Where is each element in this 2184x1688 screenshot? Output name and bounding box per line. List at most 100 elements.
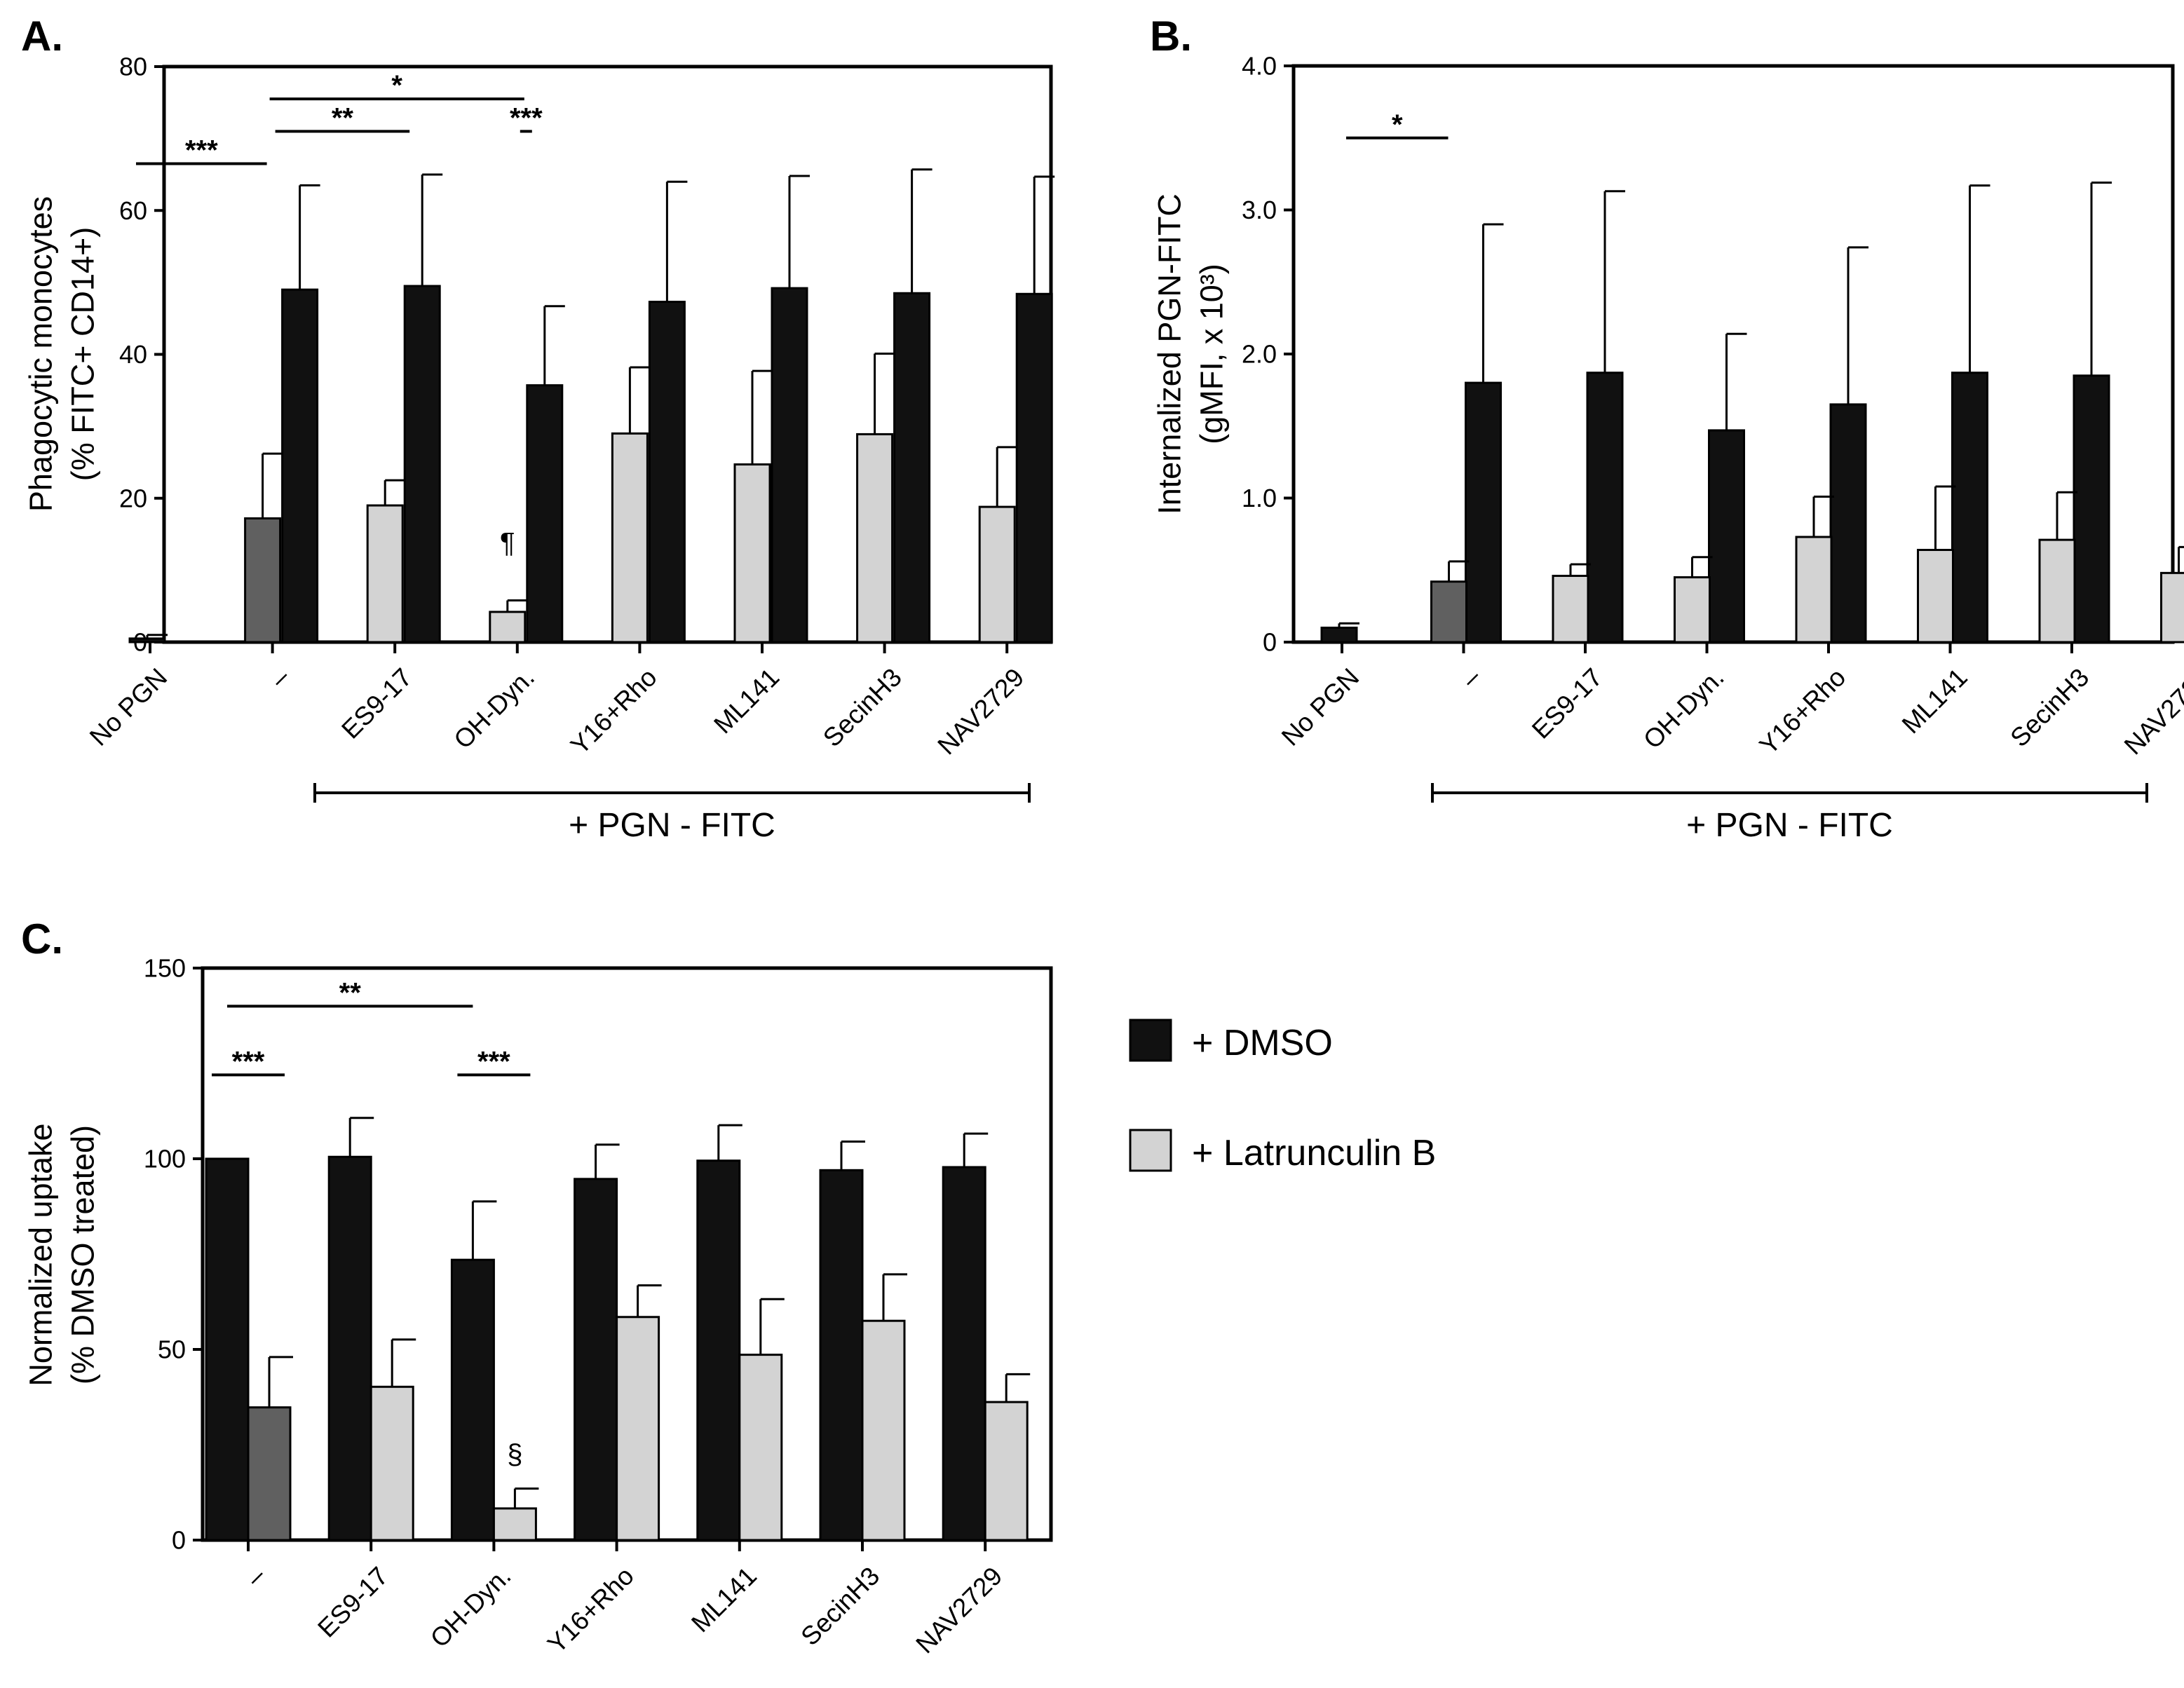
x-category-label: SecinH3 [818,662,907,752]
panel-c-chart: C. Normalized uptake (% DMSO treated) 0 50 10… [21,916,1053,1659]
dmso-bar [1586,372,1624,644]
latrunculin-bar [489,611,527,644]
latrunculin-bar [247,1406,292,1541]
latrunculin-bar [1430,580,1467,644]
dmso-bar [574,1178,618,1541]
latrunculin-bar [984,1401,1029,1541]
dmso-bar [696,1159,741,1541]
x-category-label: ES9-17 [1526,662,1608,744]
x-category-label: Y16+Rho [1754,662,1852,760]
latrunculin-bar [1674,576,1711,644]
y-tick-label: 80 [119,53,147,81]
y-tick-label: 2.0 [1242,340,1277,369]
y-tick-label: 0 [172,1526,186,1555]
latrunculin-bar [244,517,282,644]
annotation-symbol: ¶ [500,528,515,559]
significance-label: ** [339,977,362,1008]
latrunculin-bar [611,432,649,644]
y-axis-subtitle: (% FITC+ CD14+) [65,227,101,482]
latrunculin-bar [2160,571,2184,644]
y-tick-label: 20 [119,484,147,512]
y-tick-label: 40 [119,340,147,369]
x-category-label: NAV2729 [910,1561,1008,1659]
latrunculin-bar [369,1385,414,1541]
dmso-bar [205,1157,250,1541]
dmso-bar [1708,429,1745,644]
x-category-label: ML141 [1897,662,1973,739]
legend-dmso-swatch [1129,1019,1172,1062]
latrunculin-bar [861,1319,906,1541]
x-category-label: ML141 [708,662,785,739]
significance-label: * [1392,109,1403,140]
x-category-label: ES9-17 [312,1561,393,1642]
latrunculin-bar [1917,548,1954,644]
x-category-label: Y16+Rho [565,662,663,760]
latrunculin-bar [2038,538,2076,644]
latrunculin-bar [1552,574,1589,644]
y-tick-label: 50 [158,1335,186,1364]
latrunculin-bar [616,1316,660,1541]
legend-latrunculin-swatch [1129,1129,1172,1172]
y-axis-subtitle: (gMFI, x 10³) [1194,264,1230,444]
x-category-label: – [240,1561,271,1592]
x-category-label: SecinH3 [2005,662,2094,752]
latrunculin-bar [366,504,404,644]
panel-letter: B. [1150,13,1192,60]
dmso-bar [327,1155,372,1541]
latrunculin-bar [733,463,771,644]
significance-label: *** [185,135,218,166]
x-category-label: ML141 [686,1561,762,1638]
significance-label: *** [232,1046,265,1077]
dmso-bar [450,1258,495,1541]
x-category-label: OH-Dyn. [425,1561,517,1653]
dmso-bar [1829,403,1867,644]
significance-label: ** [332,102,354,133]
dmso-bar [526,384,564,644]
legend-dmso-label: + DMSO [1192,1023,1333,1063]
panel-a-chart: A.Phagocytic monocytes(% FITC+ CD14+)020… [21,13,1055,844]
y-axis-title: Phagocytic monocytes [23,196,59,512]
dmso-bar [1951,372,1988,644]
panel-b-chart: B. Internalized PGN-FITC (gMFI, x 10³) 0 1.0… [1150,13,2184,844]
dmso-bar [771,287,808,644]
dmso-bar [281,288,319,644]
dmso-bar [403,285,441,644]
dmso-bar [942,1166,986,1541]
panel-letter: C. [21,916,63,962]
y-tick-label: 60 [119,196,147,225]
y-axis-title: Internalized PGN-FITC [1152,193,1188,515]
x-category-label: OH-Dyn. [448,662,540,754]
significance-label: *** [477,1046,510,1077]
dmso-bar [1465,381,1502,644]
annotation-symbol: § [507,1439,522,1470]
y-tick-label: 1.0 [1242,484,1277,512]
x-category-label: – [264,662,295,693]
x-category-label: – [1456,662,1486,693]
group-label: + PGN - FITC [569,807,775,844]
x-category-label: NAV2729 [2119,662,2184,760]
x-category-label: No PGN [84,662,172,751]
x-category-label: SecinH3 [795,1561,885,1651]
latrunculin-bar [492,1507,537,1541]
dmso-bar [819,1169,864,1541]
dmso-bar [1320,626,1358,644]
latrunculin-bar [738,1354,783,1541]
dmso-bar [893,292,931,644]
panel-letter: A. [21,13,63,60]
x-category-label: ES9-17 [336,662,417,744]
x-category-label: Y16+Rho [542,1561,639,1659]
significance-label: * [391,70,402,101]
y-tick-label: 100 [144,1145,186,1173]
y-tick-label: 0 [1263,628,1277,657]
dmso-bar [1015,292,1053,644]
y-axis-subtitle: (% DMSO treated) [65,1125,101,1384]
significance-label: *** [510,102,543,133]
y-axis-title: Normalized uptake [23,1123,59,1386]
x-category-label: No PGN [1276,662,1364,751]
y-tick-label: 150 [144,954,186,983]
x-category-label: NAV2729 [932,662,1029,760]
latrunculin-bar [978,505,1016,644]
latrunculin-bar [856,433,894,644]
dmso-bar [128,637,166,644]
latrunculin-bar [1795,536,1833,644]
